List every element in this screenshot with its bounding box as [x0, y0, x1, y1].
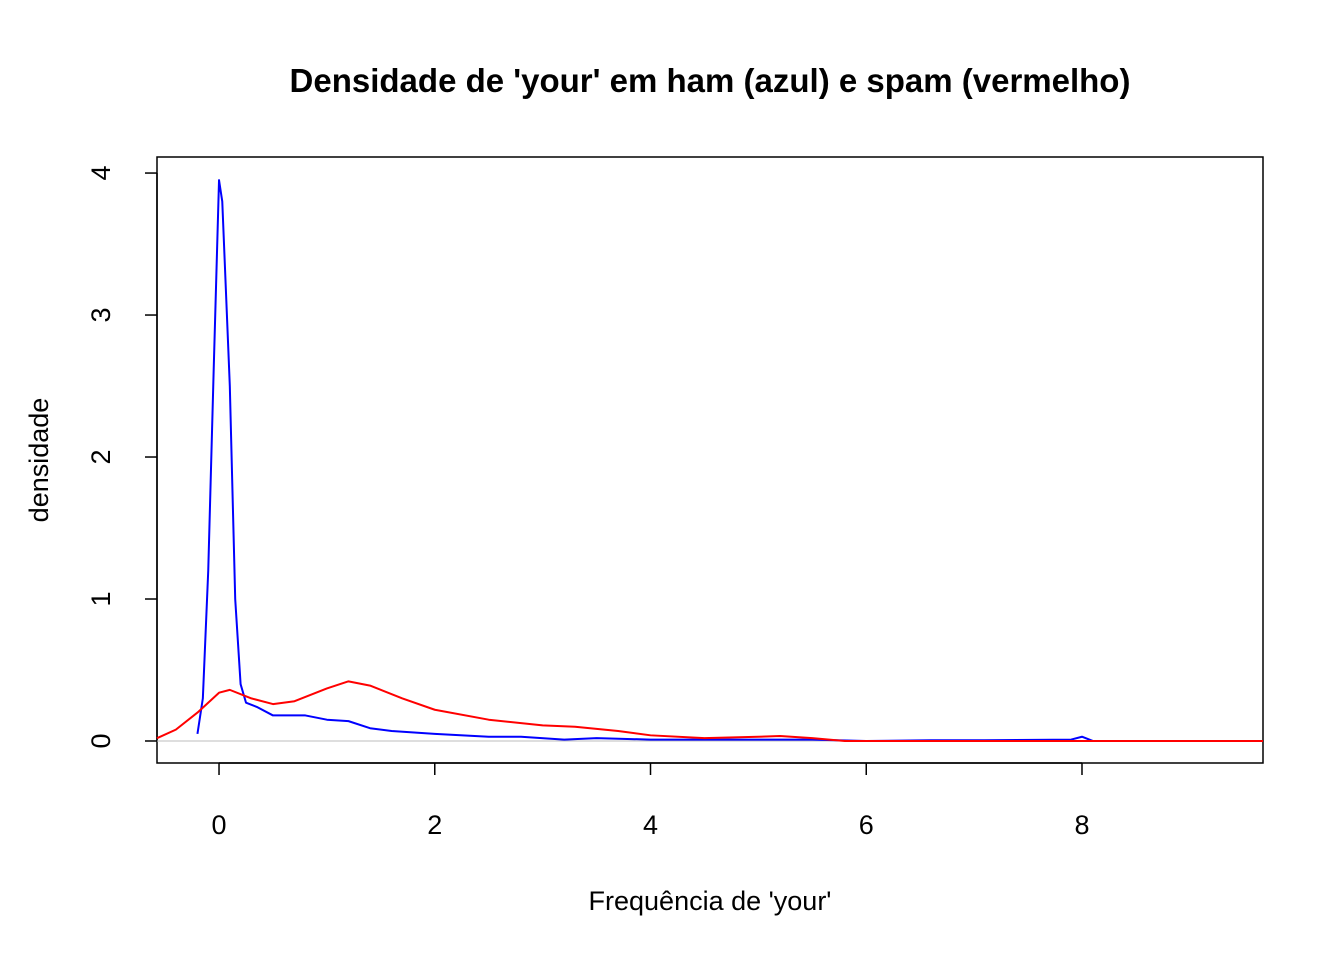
chart-title: Densidade de 'your' em ham (azul) e spam…	[290, 62, 1131, 99]
y-tick-label: 3	[86, 308, 116, 323]
x-axis-label: Frequência de 'your'	[589, 886, 832, 916]
x-tick-label: 8	[1074, 810, 1089, 840]
x-tick-label: 2	[427, 810, 442, 840]
y-tick-label: 0	[86, 733, 116, 748]
y-tick-label: 2	[86, 450, 116, 465]
x-tick-label: 4	[643, 810, 658, 840]
plot-frame	[156, 156, 1264, 764]
y-tick-label: 4	[86, 166, 116, 181]
y-axis-label: densidade	[24, 398, 54, 523]
density-line	[156, 680, 1263, 742]
y-tick-label: 1	[86, 591, 116, 606]
x-tick-label: 6	[859, 810, 874, 840]
x-tick-label: 0	[212, 810, 227, 840]
density-line	[196, 179, 1094, 742]
